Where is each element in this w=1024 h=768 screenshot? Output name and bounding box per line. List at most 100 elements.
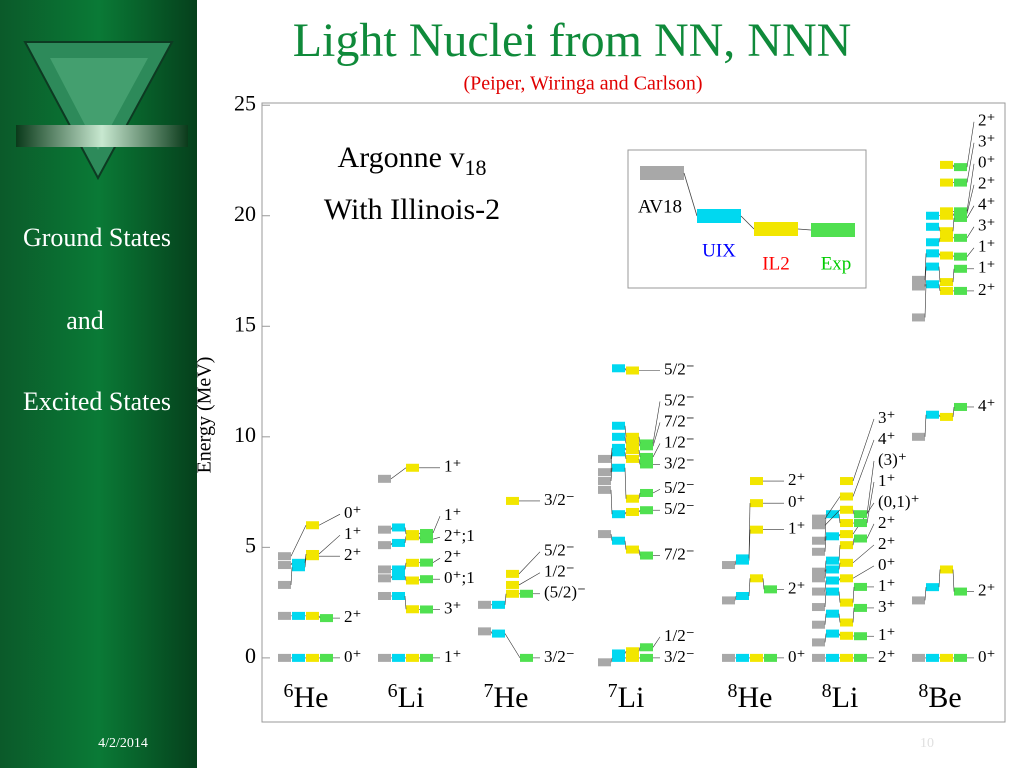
level-bar bbox=[840, 530, 853, 539]
level-label: (0,1)⁺ bbox=[878, 492, 920, 511]
level-label: 0⁺ bbox=[344, 647, 361, 666]
level-bar bbox=[640, 439, 653, 448]
y-tick-label: 15 bbox=[234, 311, 256, 336]
level-bar bbox=[406, 558, 419, 567]
level-bar bbox=[612, 364, 625, 373]
label-leader bbox=[852, 439, 875, 497]
level-connector bbox=[952, 217, 955, 232]
level-label: 2⁺ bbox=[444, 547, 461, 566]
level-connector bbox=[838, 533, 841, 537]
level-bar bbox=[926, 211, 939, 220]
label-leader bbox=[652, 401, 661, 444]
level-connector bbox=[418, 579, 421, 581]
level-bar bbox=[420, 605, 433, 614]
level-label: 5/2⁻ bbox=[664, 499, 695, 518]
nucleus-symbol: He bbox=[738, 681, 773, 714]
level-bar bbox=[506, 569, 519, 578]
nucleus-mass: 6 bbox=[388, 680, 398, 702]
level-bar bbox=[292, 611, 305, 620]
level-bar bbox=[840, 541, 853, 550]
level-bar bbox=[392, 572, 405, 581]
level-bar bbox=[826, 510, 839, 519]
level-bar bbox=[926, 262, 939, 271]
level-connector bbox=[638, 436, 641, 444]
level-connector bbox=[290, 525, 307, 557]
level-label: 2⁺ bbox=[978, 174, 995, 193]
level-connector bbox=[824, 633, 827, 643]
level-bar bbox=[954, 252, 967, 261]
level-bar bbox=[812, 638, 825, 647]
nucleus-mass: 6 bbox=[284, 680, 294, 702]
level-label: 2⁺ bbox=[878, 513, 895, 532]
level-connector bbox=[404, 576, 407, 581]
level-bar bbox=[940, 227, 953, 236]
level-label: 3⁺ bbox=[878, 408, 895, 427]
level-bar bbox=[406, 605, 419, 614]
level-bar bbox=[640, 653, 653, 662]
level-bar bbox=[420, 558, 433, 567]
level-bar bbox=[392, 523, 405, 532]
level-bar bbox=[598, 658, 611, 667]
level-bar bbox=[612, 536, 625, 545]
level-label: 1⁺ bbox=[878, 576, 895, 595]
level-label: 2⁺ bbox=[344, 545, 361, 564]
level-bar bbox=[854, 632, 867, 641]
level-bar bbox=[406, 653, 419, 662]
level-label: 1/2⁻ bbox=[544, 562, 575, 581]
level-bar bbox=[940, 160, 953, 169]
level-label: 4⁺ bbox=[978, 195, 995, 214]
level-connector bbox=[404, 536, 407, 543]
level-bar bbox=[840, 477, 853, 486]
level-label: 7/2⁻ bbox=[664, 411, 695, 430]
level-connector bbox=[418, 532, 421, 535]
level-connector bbox=[638, 510, 641, 513]
level-connector bbox=[824, 591, 827, 608]
label-leader bbox=[652, 488, 661, 494]
level-bar bbox=[940, 412, 953, 421]
level-bar bbox=[520, 653, 533, 662]
level-bar bbox=[278, 611, 291, 620]
level-bar bbox=[392, 538, 405, 547]
nucleus-symbol: He bbox=[494, 681, 529, 714]
level-connector bbox=[938, 414, 941, 418]
level-bar bbox=[926, 653, 939, 662]
level-bar bbox=[378, 653, 391, 662]
level-bar bbox=[826, 653, 839, 662]
level-bar bbox=[926, 238, 939, 247]
level-bar bbox=[378, 525, 391, 534]
y-tick-label: 10 bbox=[234, 422, 256, 447]
level-bar bbox=[926, 249, 939, 258]
level-connector bbox=[390, 527, 393, 530]
label-leader bbox=[318, 534, 341, 555]
level-bar bbox=[598, 485, 611, 494]
nucleus-mass: 7 bbox=[608, 680, 618, 702]
label-leader bbox=[432, 516, 441, 534]
label-leader bbox=[318, 513, 341, 526]
level-connector bbox=[924, 266, 927, 287]
level-bar bbox=[640, 643, 653, 652]
level-connector bbox=[638, 549, 641, 556]
level-connector bbox=[504, 593, 507, 605]
level-bar bbox=[940, 211, 953, 220]
level-bar bbox=[640, 551, 653, 560]
level-bar bbox=[626, 454, 639, 463]
level-bar bbox=[812, 587, 825, 596]
level-bar bbox=[640, 460, 653, 469]
level-connector bbox=[924, 253, 927, 280]
level-connector bbox=[624, 425, 627, 437]
logo-facet bbox=[50, 58, 148, 150]
level-connector bbox=[838, 578, 841, 581]
level-connector bbox=[610, 447, 613, 459]
level-bar bbox=[612, 443, 625, 452]
level-connector bbox=[938, 284, 941, 291]
label-leader bbox=[852, 502, 875, 535]
level-connector bbox=[418, 536, 421, 540]
level-bar bbox=[478, 627, 491, 636]
level-bar bbox=[750, 525, 763, 534]
level-bar bbox=[940, 178, 953, 187]
level-connector bbox=[624, 651, 627, 654]
date: 4/2/2014 bbox=[98, 736, 148, 751]
level-bar bbox=[306, 653, 319, 662]
level-bar bbox=[278, 552, 291, 561]
